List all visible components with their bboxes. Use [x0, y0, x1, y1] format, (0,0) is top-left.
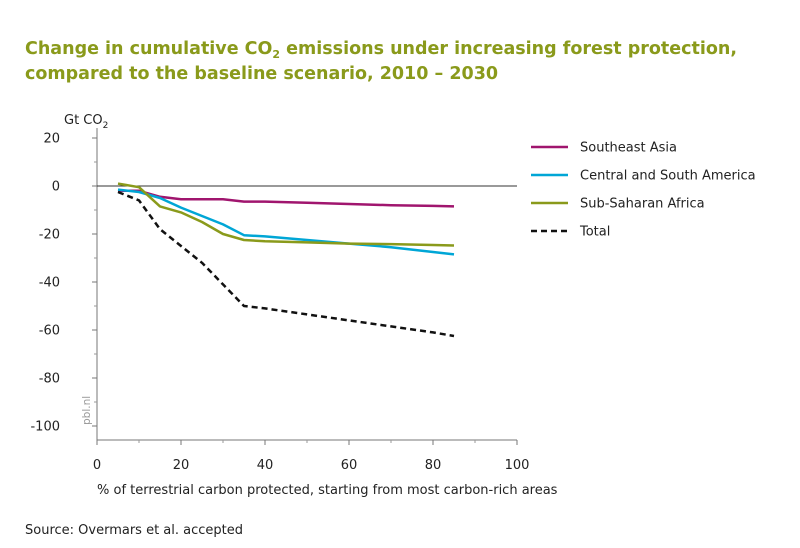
y-tick-label: -80: [39, 372, 60, 387]
y-tick-label: -60: [39, 324, 60, 339]
x-axis-ticks: 0 20 40 60 80 100: [93, 440, 530, 473]
x-tick-label: 40: [257, 458, 274, 473]
x-tick-label: 60: [341, 458, 358, 473]
series-line-southeast-asia: [118, 189, 455, 208]
y-tick-label: -100: [30, 420, 60, 435]
legend-label-sub-saharan-africa: Sub-Saharan Africa: [580, 197, 705, 212]
svg-text:Gt CO2: Gt CO2: [64, 113, 108, 131]
legend-label-total: Total: [579, 225, 610, 240]
legend-label-southeast-asia: Southeast Asia: [580, 141, 677, 156]
x-tick-label: 0: [93, 458, 101, 473]
series-line-central-and-south-america: [117, 188, 455, 256]
legend: Southeast Asia Central and South America S…: [531, 141, 756, 240]
y-axis-ticks: 20 0 -20 -40 -60 -80 -100: [30, 132, 97, 435]
x-axis-label: % of terrestrial carbon protected, start…: [97, 483, 558, 498]
series-lines: [117, 182, 455, 338]
legend-label-central-and-south-america: Central and South America: [580, 169, 756, 184]
x-tick-label: 20: [173, 458, 190, 473]
y-tick-label: 20: [43, 132, 60, 147]
series-line-sub-saharan-africa: [117, 182, 455, 247]
x-tick-label: 80: [425, 458, 442, 473]
y-tick-label: -40: [39, 276, 60, 291]
axes: [96, 128, 517, 441]
y-tick-label: 0: [52, 180, 60, 195]
x-tick-label: 100: [505, 458, 530, 473]
watermark: pbl.nl: [81, 396, 93, 425]
series-line-total: [117, 190, 455, 338]
y-axis-label: Gt CO2: [64, 113, 108, 131]
chart-title: Change in cumulative CO2 emissions under…: [25, 39, 738, 84]
source-note: Source: Overmars et al. accepted: [25, 523, 244, 538]
y-tick-label: -20: [39, 228, 60, 243]
